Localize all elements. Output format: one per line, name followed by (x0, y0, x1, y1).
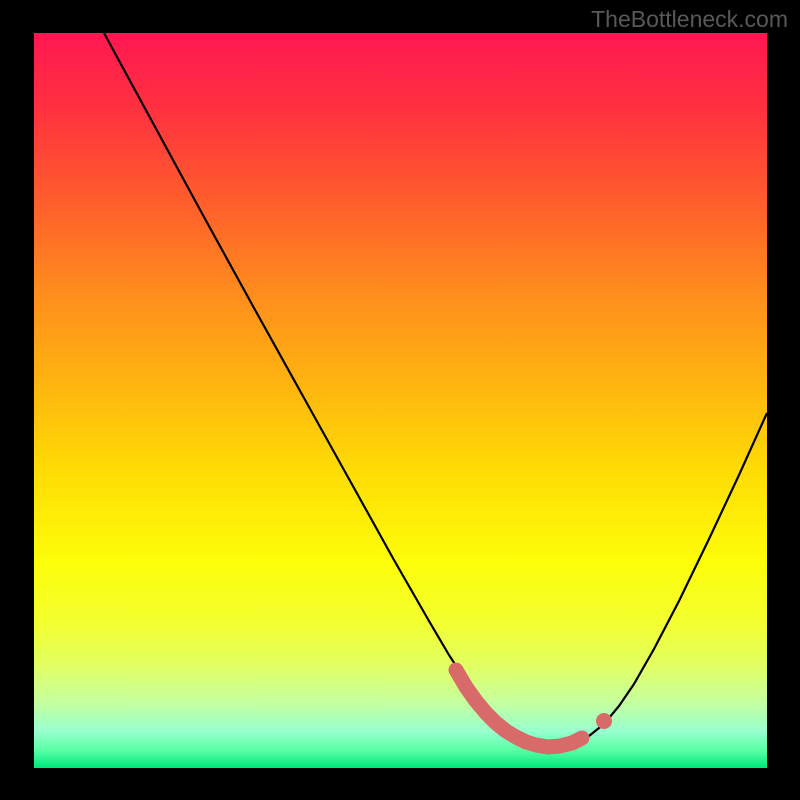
chart-stage: TheBottleneck.com (0, 0, 800, 800)
plot-overlay-svg (34, 33, 767, 768)
plot-area (34, 33, 767, 768)
valley-highlight-band (456, 670, 582, 747)
valley-highlight-dot (596, 713, 612, 729)
bottleneck-curve (104, 33, 767, 749)
watermark-text: TheBottleneck.com (591, 6, 788, 33)
